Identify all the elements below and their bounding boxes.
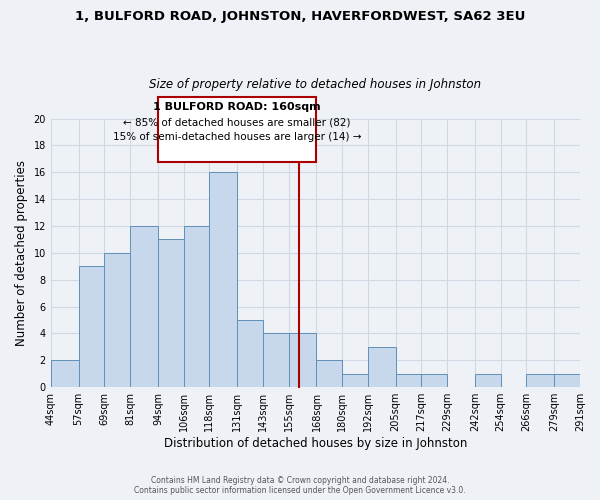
Bar — [51, 360, 79, 387]
Bar — [342, 374, 368, 387]
Bar — [554, 374, 580, 387]
Text: 1 BULFORD ROAD: 160sqm: 1 BULFORD ROAD: 160sqm — [154, 102, 321, 113]
Bar — [158, 240, 184, 387]
Bar — [526, 374, 554, 387]
Bar — [79, 266, 104, 387]
Bar — [209, 172, 237, 387]
Bar — [289, 334, 316, 387]
Text: Contains HM Land Registry data © Crown copyright and database right 2024.
Contai: Contains HM Land Registry data © Crown c… — [134, 476, 466, 495]
Bar — [263, 334, 289, 387]
Bar — [421, 374, 447, 387]
Bar — [316, 360, 342, 387]
Text: ← 85% of detached houses are smaller (82): ← 85% of detached houses are smaller (82… — [124, 117, 351, 127]
FancyBboxPatch shape — [158, 97, 316, 162]
Bar — [237, 320, 263, 387]
Text: 15% of semi-detached houses are larger (14) →: 15% of semi-detached houses are larger (… — [113, 132, 361, 142]
Title: Size of property relative to detached houses in Johnston: Size of property relative to detached ho… — [149, 78, 481, 91]
Bar — [130, 226, 158, 387]
Bar — [104, 253, 130, 387]
Text: 1, BULFORD ROAD, JOHNSTON, HAVERFORDWEST, SA62 3EU: 1, BULFORD ROAD, JOHNSTON, HAVERFORDWEST… — [75, 10, 525, 23]
Bar — [475, 374, 501, 387]
Y-axis label: Number of detached properties: Number of detached properties — [15, 160, 28, 346]
Bar — [184, 226, 209, 387]
X-axis label: Distribution of detached houses by size in Johnston: Distribution of detached houses by size … — [164, 437, 467, 450]
Bar — [368, 347, 396, 387]
Bar — [396, 374, 421, 387]
